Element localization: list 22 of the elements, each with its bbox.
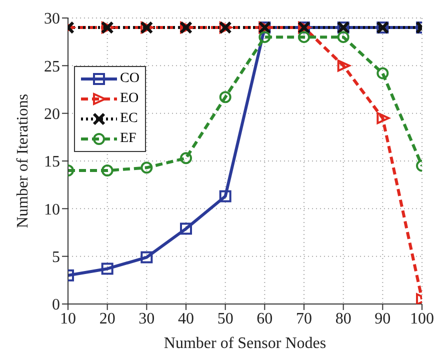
x-tick-label: 40: [178, 310, 194, 328]
x-tick-label: 50: [217, 310, 234, 328]
y-tick-label: 15: [44, 154, 60, 171]
y-tick-label: 25: [44, 58, 60, 76]
x-tick-label: 70: [296, 310, 312, 328]
x-tick-label: 80: [335, 310, 352, 328]
legend-label: CO: [120, 71, 140, 87]
y-tick-label: 0: [52, 296, 60, 314]
y-tick-label: 10: [44, 201, 60, 218]
y-axis-title: Number of Iterations: [14, 94, 32, 228]
y-tick-label: 20: [44, 106, 60, 124]
x-tick-label: 100: [410, 310, 434, 328]
legend-label: EF: [120, 131, 136, 147]
legend-label: EC: [120, 111, 138, 127]
x-tick-label: 90: [374, 310, 391, 328]
x-axis-title: Number of Sensor Nodes: [164, 335, 326, 352]
x-tick-label: 20: [99, 310, 116, 328]
y-tick-label: 5: [52, 249, 60, 266]
y-tick-label: 30: [44, 10, 60, 28]
x-tick-label: 60: [256, 310, 273, 328]
x-tick-label: 30: [138, 310, 155, 328]
legend-label: EO: [120, 91, 139, 107]
